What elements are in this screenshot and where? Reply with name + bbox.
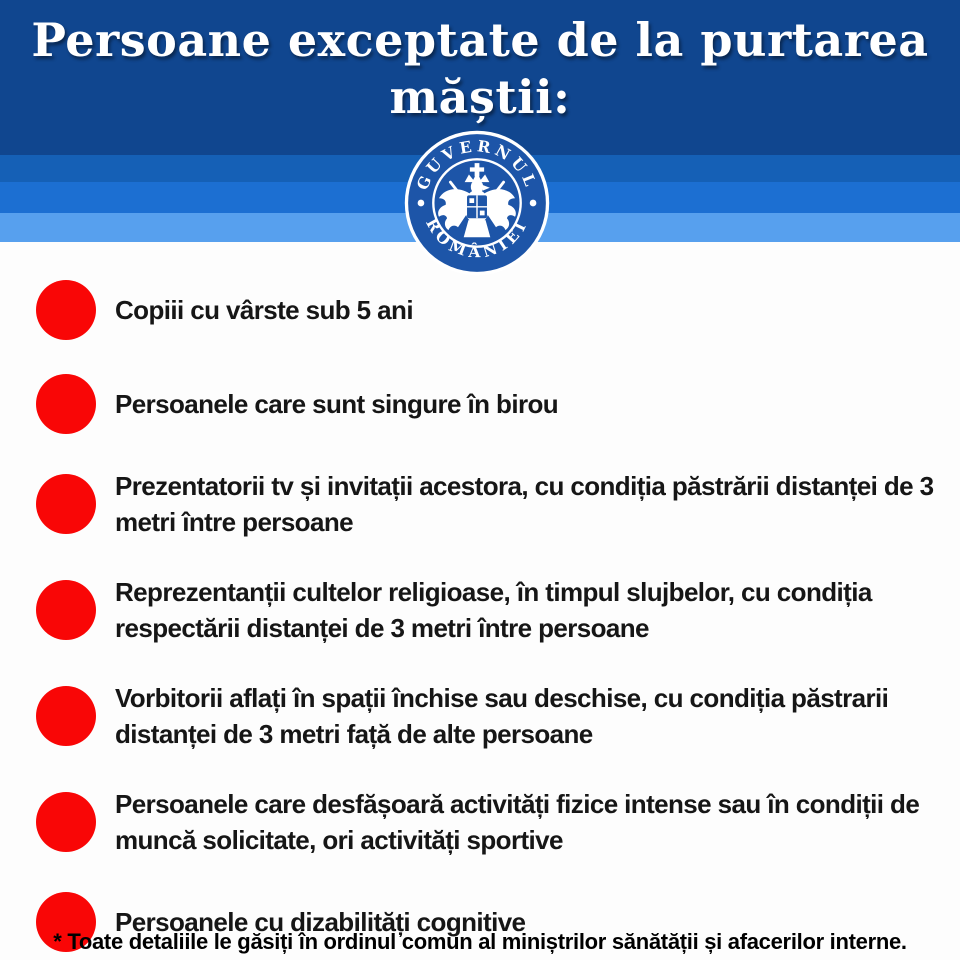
list-item-text: Copiii cu vârste sub 5 ani: [115, 295, 414, 325]
list-item: Persoanele care sunt singure în birou: [36, 374, 942, 434]
red-dot-icon: [36, 792, 96, 852]
list-item: Vorbitorii aflați în spații închise sau …: [36, 680, 942, 752]
exceptions-list: Copiii cu vârste sub 5 ani Persoanele ca…: [36, 280, 942, 960]
romanian-coat-of-arms-icon: GUVERNUL ROMÂNIEI: [404, 130, 550, 276]
red-dot-icon: [36, 280, 96, 340]
list-item-text: Reprezentanții cultelor religioase, în t…: [115, 577, 872, 643]
list-item-text: Persoanele cu dizabilități cognitive: [115, 907, 526, 937]
red-dot-icon: [36, 474, 96, 534]
page-title: Persoane exceptate de la purtarea măștii…: [31, 13, 929, 124]
header-banner: Persoane exceptate de la purtarea măștii…: [0, 0, 960, 155]
red-dot-icon: [36, 892, 96, 952]
list-item-text: Prezentatorii tv și invitații acestora, …: [115, 471, 934, 537]
seal-right-dot-icon: [529, 199, 537, 207]
list-item: Copiii cu vârste sub 5 ani: [36, 280, 942, 340]
red-dot-icon: [36, 580, 96, 640]
list-item-text: Persoanele care sunt singure în birou: [115, 389, 559, 419]
seal-left-dot-icon: [417, 199, 425, 207]
list-item: Prezentatorii tv și invitații acestora, …: [36, 468, 942, 540]
list-item-text: Persoanele care desfășoară activități fi…: [115, 789, 920, 855]
list-item: Persoanele cu dizabilități cognitive: [36, 892, 942, 952]
list-item: Reprezentanții cultelor religioase, în t…: [36, 574, 942, 646]
eagle-emblem-icon: [438, 163, 516, 238]
list-item: Persoanele care desfășoară activități fi…: [36, 786, 942, 858]
footnote-text: * Toate detaliile le găsiți în ordinul c…: [53, 929, 907, 954]
footnote: * Toate detaliile le găsiți în ordinul c…: [0, 927, 960, 956]
list-item-text: Vorbitorii aflați în spații închise sau …: [115, 683, 889, 749]
red-dot-icon: [36, 374, 96, 434]
red-dot-icon: [36, 686, 96, 746]
government-seal-logo: GUVERNUL ROMÂNIEI: [401, 127, 553, 279]
